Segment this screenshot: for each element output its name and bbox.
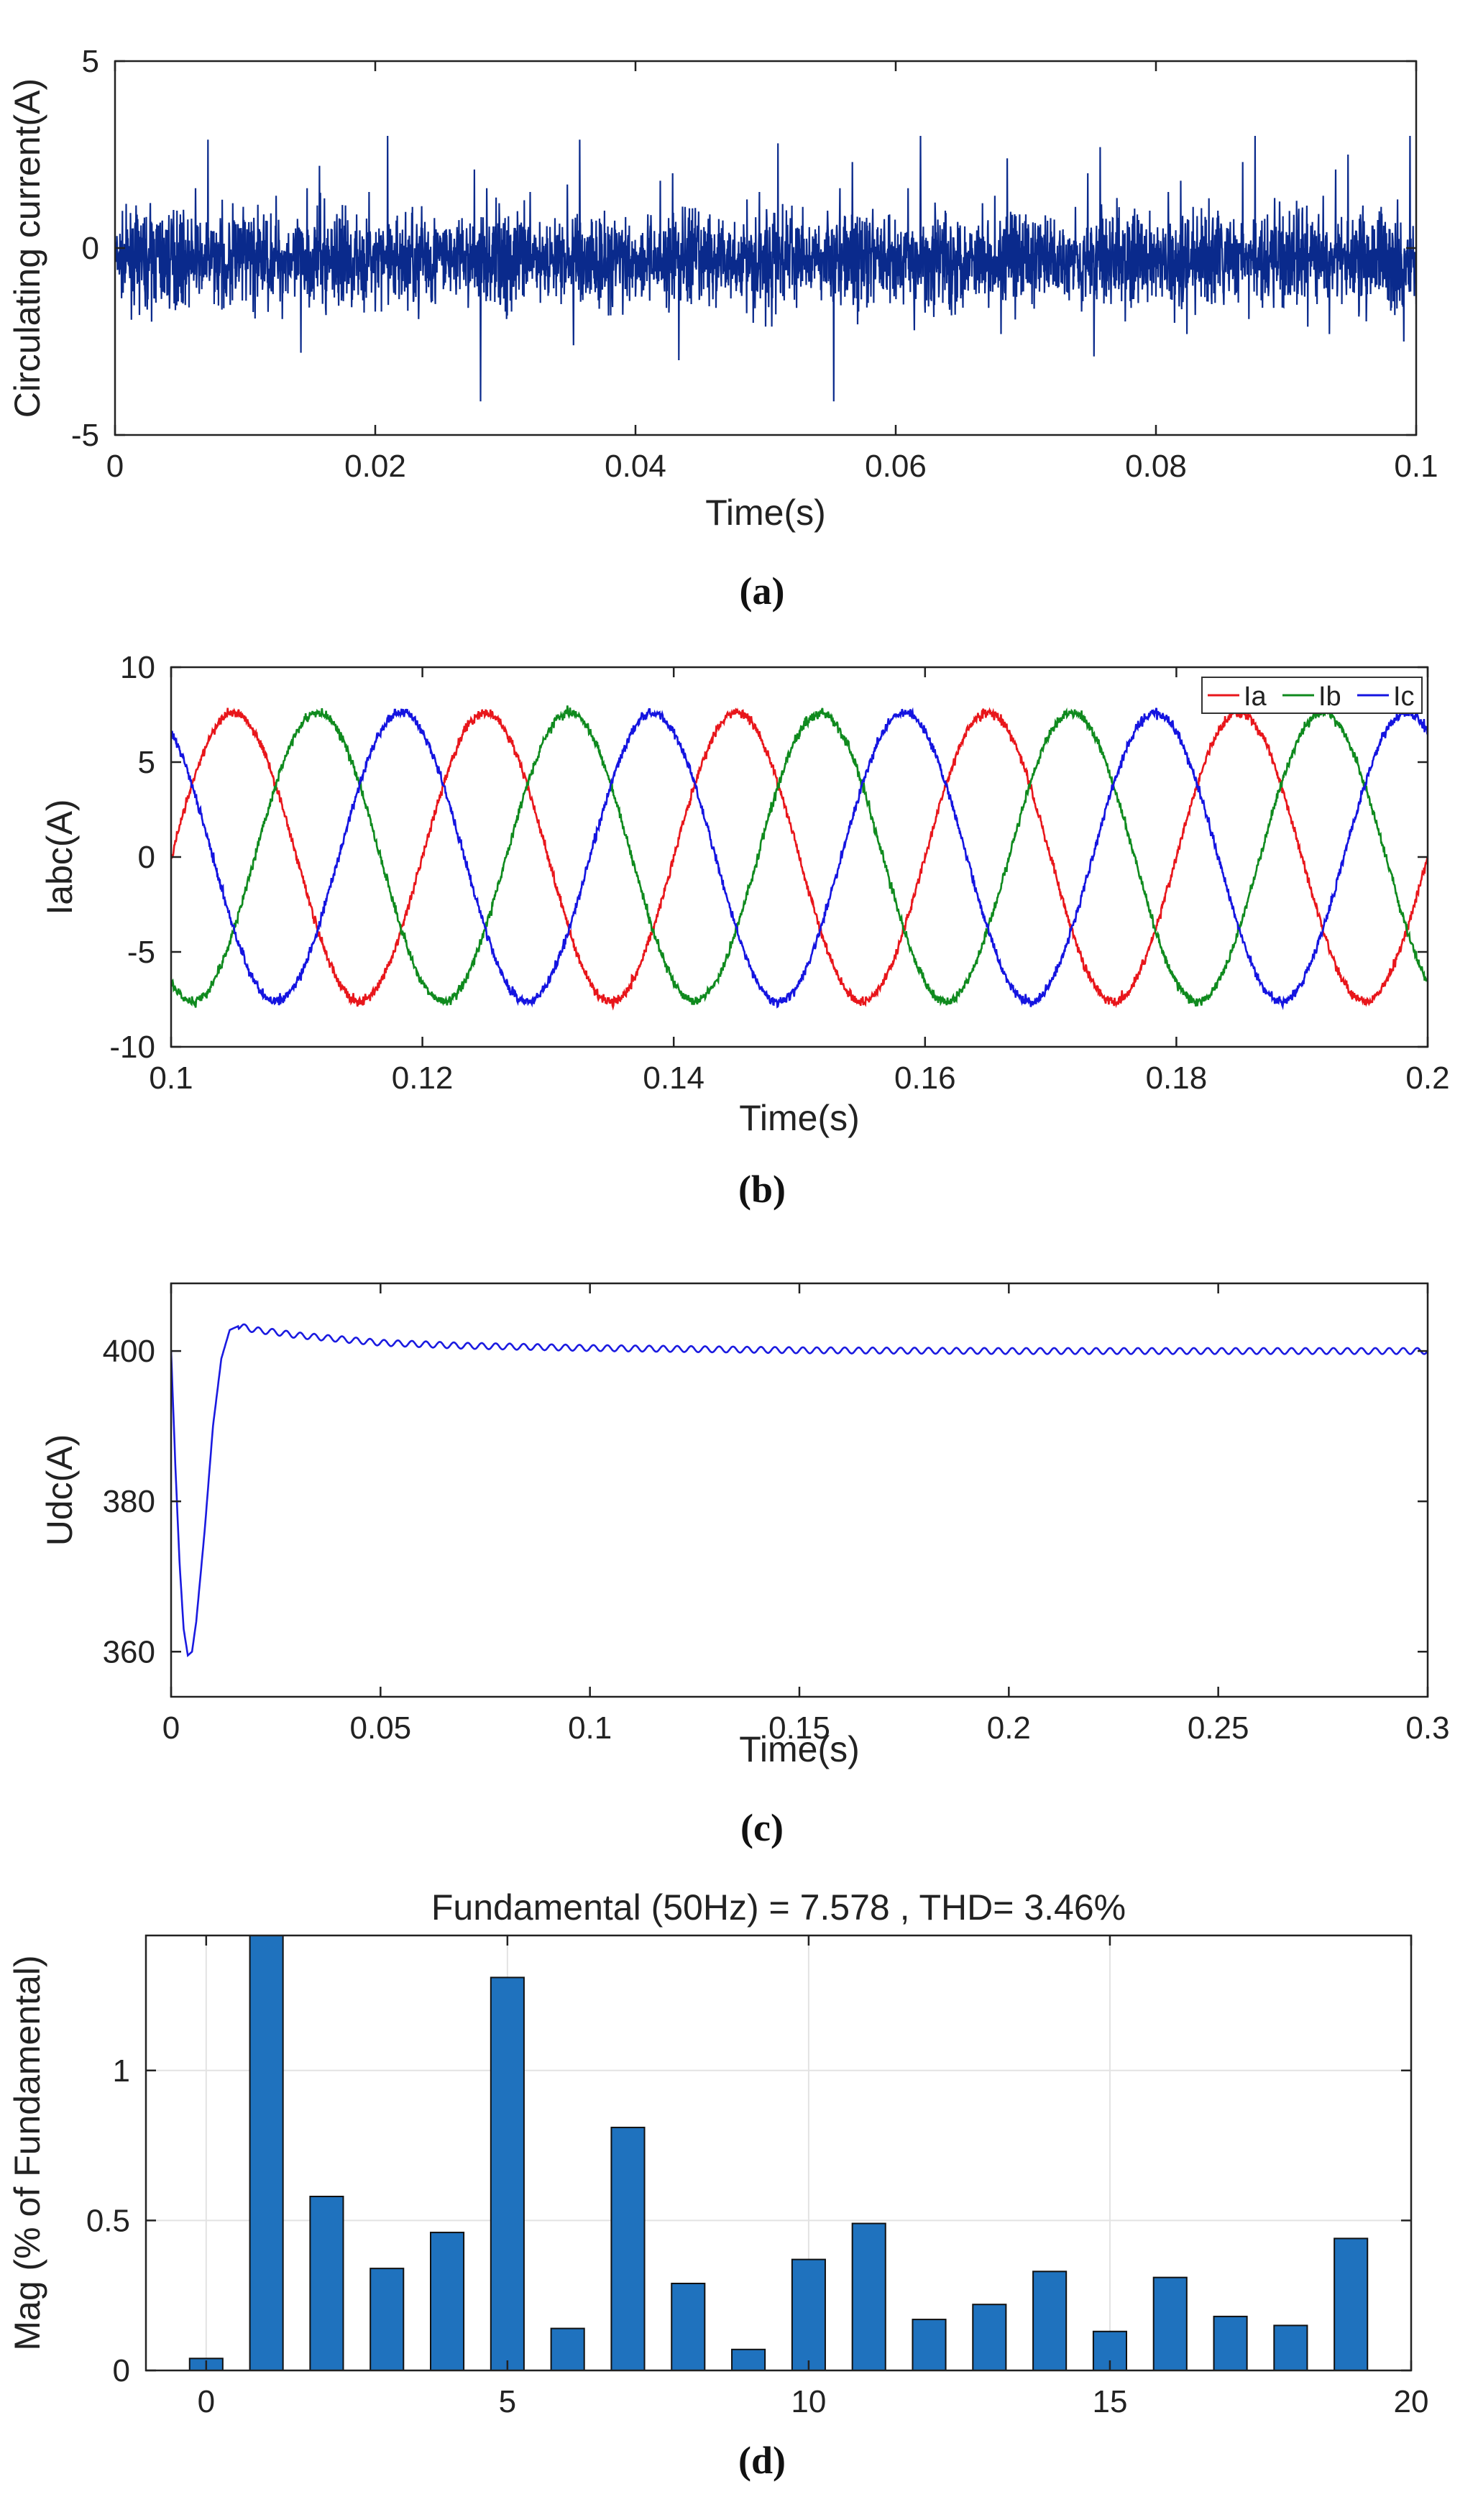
plot-content <box>115 135 1416 402</box>
bar-harmonic-13 <box>972 2304 1007 2370</box>
series-line-ia <box>171 707 1428 1011</box>
series-line-circulating-current <box>115 135 1416 402</box>
y-tick-label: 5 <box>82 44 99 79</box>
x-tick-label: 0.04 <box>605 449 666 484</box>
x-tick-label: 0 <box>106 449 124 484</box>
bar-harmonic-3 <box>370 2268 405 2370</box>
bar-harmonic-6 <box>550 2327 585 2370</box>
x-tick-label: 0.08 <box>1125 449 1187 484</box>
y-tick-label: 400 <box>103 1334 155 1369</box>
y-tick-label: -5 <box>127 935 155 970</box>
x-tick-label: 0.2 <box>987 1710 1031 1746</box>
figure-caption-c: (c) <box>740 1806 784 1849</box>
bar-harmonic-2 <box>309 2196 344 2370</box>
x-tick-label: 0.1 <box>568 1710 612 1746</box>
series-line-ib <box>171 705 1428 1008</box>
plot-area <box>146 1935 1411 2370</box>
y-tick-label: 360 <box>103 1634 155 1669</box>
x-tick-label: 0 <box>162 1710 180 1746</box>
chart-b: 0.1 0.12 0.14 0.16 0.18 0.2 -10 -5 0 5 10 Time(s) Ia… <box>40 650 1450 1211</box>
y-tick-label: 1 <box>113 2053 130 2089</box>
legend-label-ia: Ia <box>1244 682 1267 712</box>
y-tick-label: 0 <box>113 2353 130 2388</box>
chart-title: Fundamental (50Hz) = 7.578 , THD= 3.46% <box>431 1887 1126 1928</box>
bar-harmonic-12 <box>912 2319 947 2370</box>
x-tick-label: 0.18 <box>1146 1060 1208 1096</box>
bar-harmonic-18 <box>1273 2324 1308 2370</box>
legend-label-ic: Ic <box>1393 682 1415 712</box>
x-tick-label: 15 <box>1092 2384 1127 2419</box>
legend-label-ib: Ib <box>1318 682 1341 712</box>
bar-harmonic-1 <box>249 1935 284 2370</box>
plot-content <box>188 1935 1369 2370</box>
y-tick-label: 0.5 <box>86 2203 130 2238</box>
y-axis-label: Mag (% of Fundamental) <box>7 1955 47 2350</box>
x-tick-label: 0.02 <box>344 449 406 484</box>
chart-c: 0 0.05 0.1 0.15 0.2 0.25 0.3 360 380 400 Time(s) Ud… <box>40 1282 1450 1849</box>
bar-harmonic-14 <box>1032 2271 1068 2370</box>
x-tick-label: 0.3 <box>1405 1710 1449 1746</box>
x-tick-label: 0.12 <box>392 1060 454 1096</box>
x-tick-label: 0.15 <box>768 1710 830 1746</box>
bar-harmonic-5 <box>490 1976 525 2370</box>
y-tick-label: 380 <box>103 1484 155 1519</box>
x-tick-label: 0.1 <box>149 1060 193 1096</box>
x-tick-label: 0.1 <box>1394 449 1438 484</box>
chart-d: 0 5 10 15 20 0 0.5 1 Mag (% of Fundamental) Funda… <box>7 1887 1428 2482</box>
bar-harmonic-9 <box>731 2348 766 2370</box>
x-tick-label: 5 <box>499 2384 516 2419</box>
y-tick-label: 5 <box>138 745 155 780</box>
bar-harmonic-4 <box>430 2232 465 2370</box>
x-tick-label: 20 <box>1394 2384 1429 2419</box>
y-axis-label: Iabc(A) <box>40 799 80 915</box>
bar-harmonic-16 <box>1152 2276 1188 2370</box>
y-tick-label: -10 <box>109 1030 155 1065</box>
y-tick-label: 0 <box>82 231 99 266</box>
figure-caption-b: (b) <box>738 1168 786 1211</box>
x-tick-label: 10 <box>791 2384 826 2419</box>
plot-content <box>171 1323 1428 1658</box>
x-tick-label: 0.05 <box>350 1710 412 1746</box>
bar-harmonic-10 <box>791 2258 826 2370</box>
x-tick-label: 0.25 <box>1188 1710 1249 1746</box>
chart-a: 0 0.02 0.04 0.06 0.08 0.1-505Time(s)Circulati… <box>7 44 1438 613</box>
x-tick-label: 0 <box>198 2384 215 2419</box>
x-tick-label: 0.06 <box>865 449 927 484</box>
y-axis-label: Udc(A) <box>40 1434 80 1547</box>
x-axis-label: Time(s) <box>739 1729 860 1769</box>
bar-harmonic-11 <box>851 2222 886 2370</box>
x-axis-label: Time(s) <box>705 492 826 533</box>
plot-frame <box>144 1934 1413 2372</box>
bar-harmonic-7 <box>610 2127 646 2370</box>
figure-caption-a: (a) <box>740 569 785 613</box>
x-axis-label: Time(s) <box>739 1098 860 1138</box>
x-tick-label: 0.14 <box>643 1060 704 1096</box>
figure-caption-d: (d) <box>738 2439 786 2482</box>
bar-harmonic-19 <box>1334 2237 1369 2370</box>
y-axis-label: Circulating current(A) <box>7 78 47 418</box>
y-tick-label: 10 <box>120 650 155 685</box>
bar-harmonic-17 <box>1213 2315 1248 2370</box>
x-tick-label: 0.2 <box>1405 1060 1449 1096</box>
plot-content <box>171 705 1428 1011</box>
series-line-udc <box>171 1323 1428 1658</box>
plot-area <box>171 1283 1428 1697</box>
series-line-ic <box>171 706 1428 1010</box>
x-tick-label: 0.16 <box>894 1060 956 1096</box>
legend: Ia Ib Ic <box>1201 677 1423 714</box>
y-tick-label: -5 <box>71 418 99 453</box>
y-tick-label: 0 <box>138 840 155 875</box>
bar-harmonic-8 <box>671 2283 706 2370</box>
